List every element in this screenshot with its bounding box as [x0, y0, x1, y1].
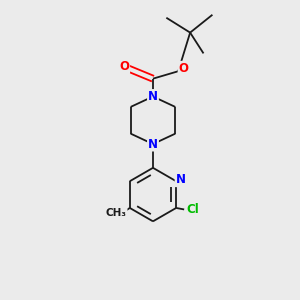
Text: O: O — [178, 62, 189, 75]
Text: N: N — [148, 138, 158, 151]
Text: Cl: Cl — [186, 203, 199, 216]
Text: CH₃: CH₃ — [106, 208, 127, 218]
Text: N: N — [176, 173, 186, 186]
Text: N: N — [148, 90, 158, 103]
Text: O: O — [119, 60, 129, 73]
